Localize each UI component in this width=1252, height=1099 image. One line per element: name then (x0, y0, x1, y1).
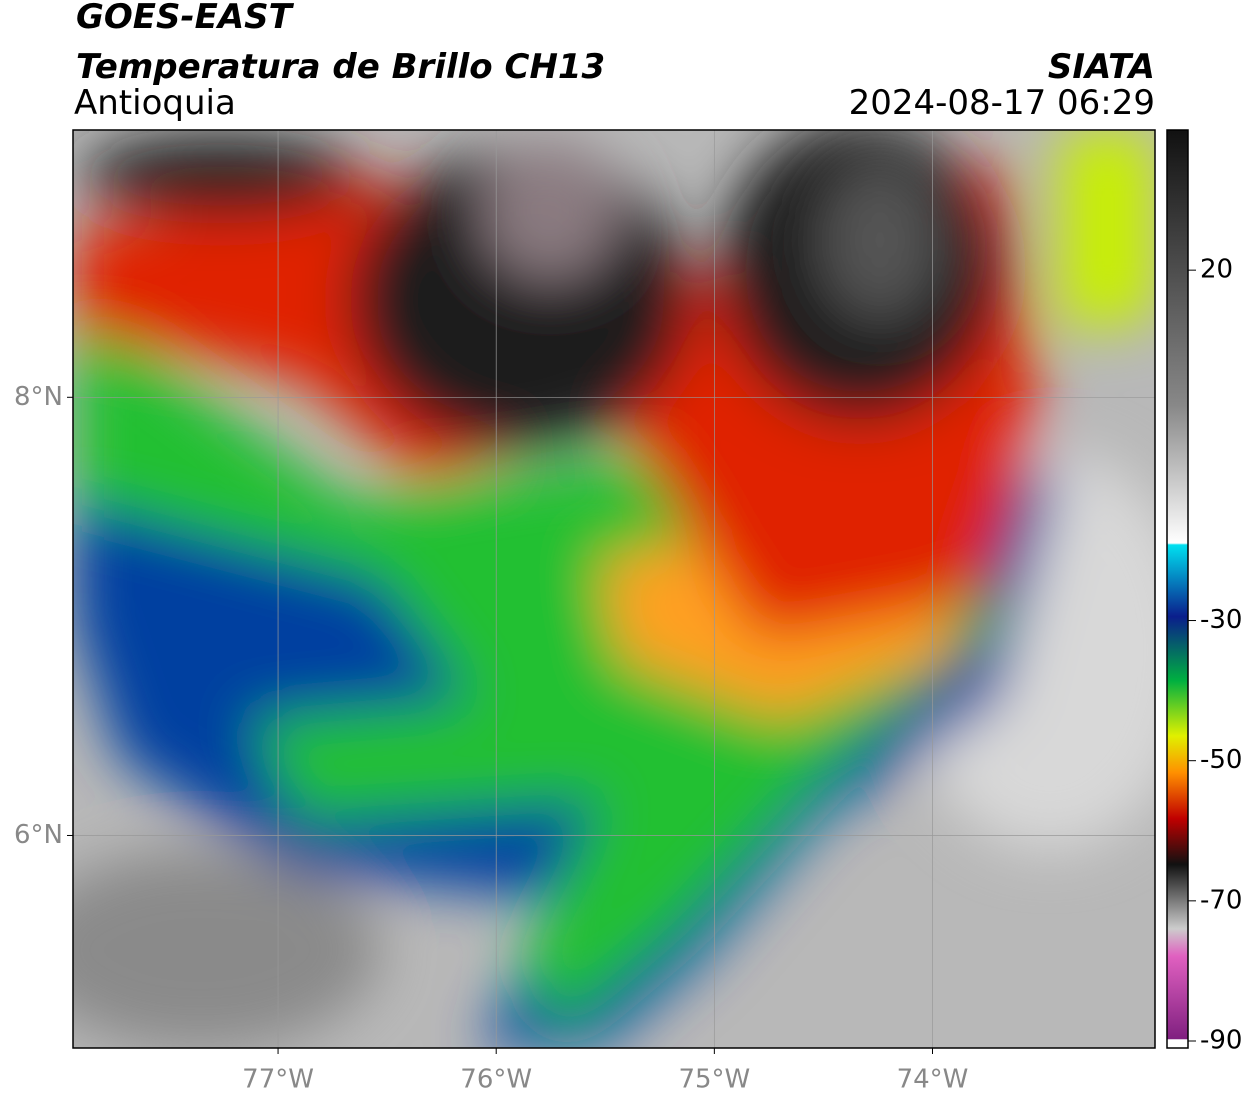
title: GOES-EAST (76, 0, 295, 37)
satellite-image (73, 130, 1155, 1048)
source: SIATA (1048, 47, 1155, 87)
region: Antioquia (74, 83, 236, 123)
colorbar-tick-label: -30 (1200, 605, 1242, 635)
x-tick-label: 75°W (678, 1065, 750, 1095)
x-tick-label: 77°W (242, 1065, 314, 1095)
subtitle: Temperatura de Brillo CH13 (76, 47, 605, 87)
y-tick-label: 8°N (14, 382, 63, 412)
timestamp: 2024-08-17 06:29 (849, 83, 1155, 123)
x-tick-label: 74°W (897, 1065, 969, 1095)
map-frame (72, 129, 1156, 1049)
colorbar-tick-label: -90 (1200, 1025, 1242, 1055)
x-tick-label: 76°W (460, 1065, 532, 1095)
colorbar-tick-label: -70 (1200, 885, 1242, 915)
colorbar (1166, 129, 1189, 1049)
colorbar-tick-label: 20 (1200, 255, 1233, 285)
y-tick-label: 6°N (14, 820, 63, 850)
colorbar-tick-label: -50 (1200, 745, 1242, 775)
